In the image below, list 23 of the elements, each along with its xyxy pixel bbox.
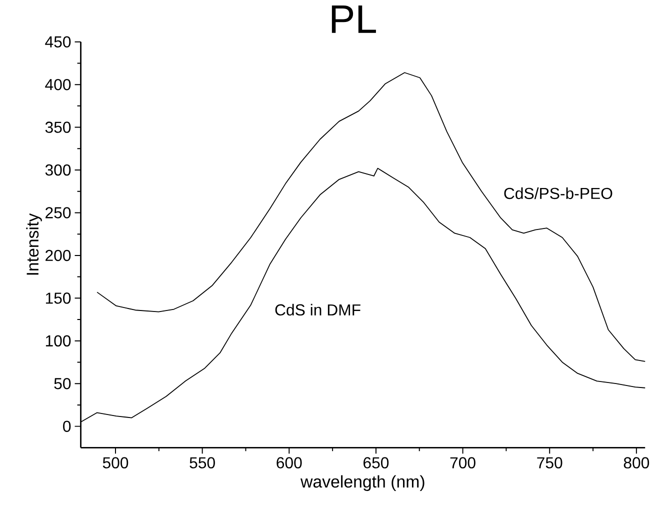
- line-series: [96, 72, 646, 362]
- chart-title: PL: [332, 5, 376, 33]
- y-axis-title: Intensity: [26, 213, 42, 274]
- y-tick-label: 50: [54, 378, 71, 389]
- y-tick-label: 300: [45, 164, 71, 176]
- series-label: CdS in DMF: [275, 304, 360, 316]
- series-label: CdS/PS-b-PEO: [504, 187, 612, 199]
- y-tick-label: 100: [46, 335, 71, 346]
- x-tick-label: 550: [190, 456, 215, 468]
- y-tick-label: 200: [46, 250, 71, 261]
- y-tick-label: 250: [46, 206, 71, 218]
- x-tick-label: 800: [624, 456, 650, 468]
- x-axis-title: wavelength (nm): [300, 475, 424, 491]
- y-tick-label: 450: [45, 36, 71, 48]
- x-tick-label: 700: [450, 456, 476, 468]
- y-tick-label: 400: [45, 78, 71, 90]
- y-tick-label: 150: [46, 292, 71, 304]
- x-tick-label: 500: [102, 456, 128, 468]
- x-tick-label: 650: [364, 456, 389, 468]
- y-tick-label: 350: [45, 121, 71, 133]
- y-tick-label: 0: [63, 420, 71, 432]
- x-tick-label: 750: [537, 456, 562, 468]
- x-tick-label: 600: [276, 456, 302, 468]
